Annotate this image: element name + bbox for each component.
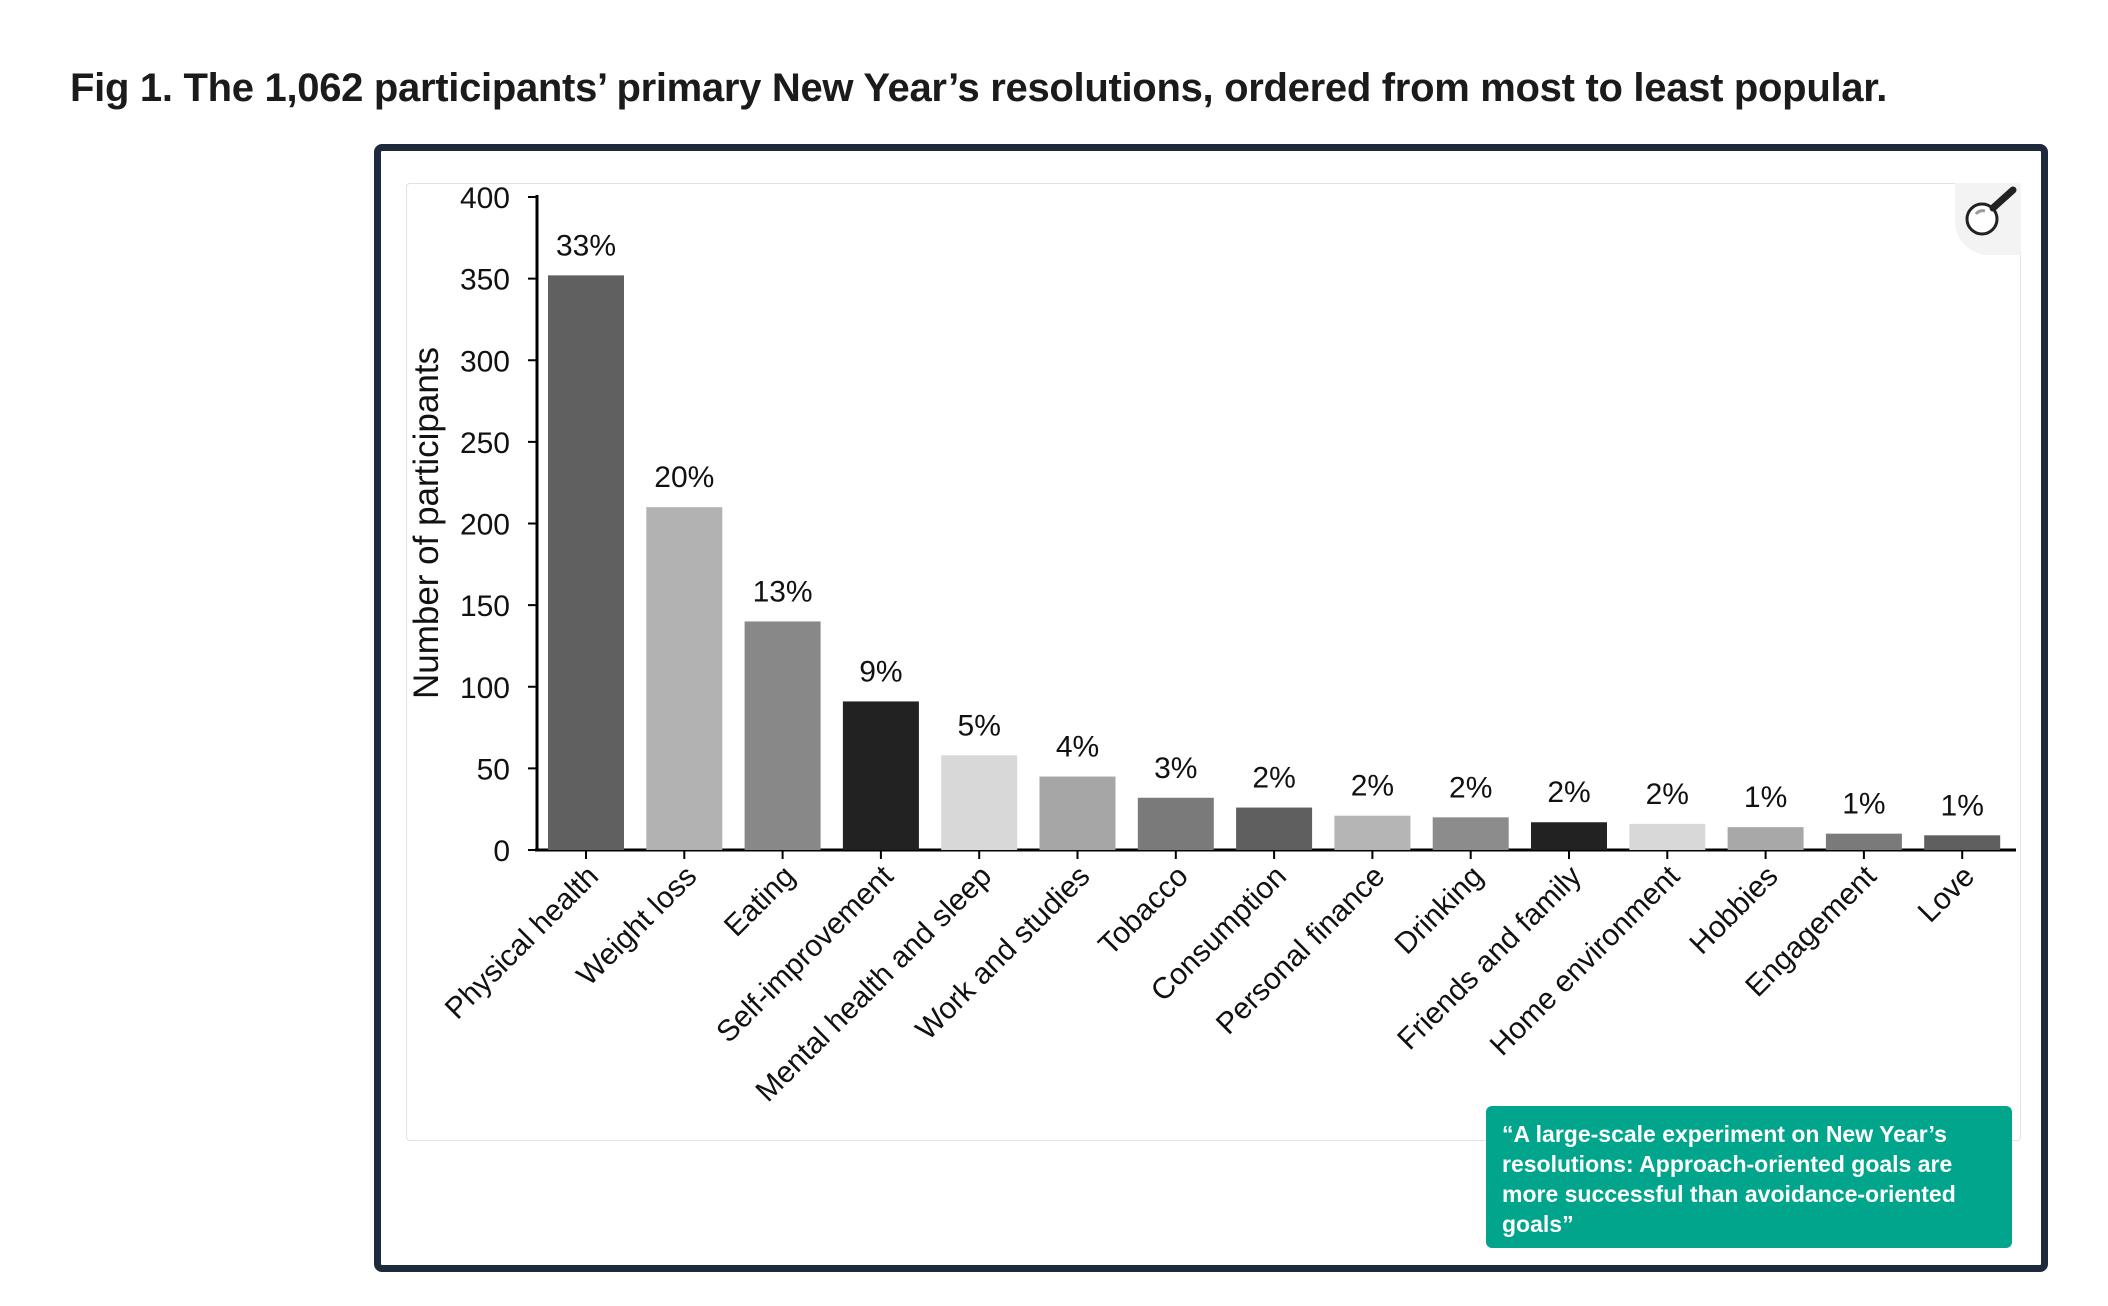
- x-tick-label: Love: [1912, 860, 1981, 929]
- y-tick-label: 100: [460, 672, 510, 705]
- y-tick-label: 400: [460, 182, 510, 215]
- bar-value-label: 2%: [1547, 776, 1590, 809]
- bar: [1039, 776, 1116, 850]
- zoom-button[interactable]: [1955, 183, 2021, 255]
- bar-value-label: 2%: [1449, 771, 1492, 804]
- y-tick-label: 250: [460, 427, 510, 460]
- x-tick-label: Work and studies: [910, 860, 1097, 1047]
- bar: [1825, 833, 1902, 850]
- bar-value-label: 9%: [859, 655, 902, 688]
- bar: [548, 275, 624, 850]
- y-tick-label: 50: [477, 753, 510, 786]
- bar: [1924, 835, 2001, 850]
- y-axis-label: Number of participants: [407, 347, 446, 699]
- bar-value-label: 3%: [1154, 752, 1197, 785]
- y-tick-label: 300: [460, 345, 510, 378]
- bar-value-label: 1%: [1744, 781, 1787, 814]
- figure-caption: Fig 1. The 1,062 participants’ primary N…: [70, 66, 1888, 110]
- x-tick-label: Hobbies: [1683, 860, 1784, 961]
- x-tick-label: Home environment: [1484, 859, 1687, 1062]
- bar: [1236, 807, 1313, 850]
- bar-value-label: 33%: [556, 229, 616, 262]
- bar: [1334, 815, 1411, 850]
- bar-value-label: 2%: [1351, 770, 1394, 803]
- bar: [646, 507, 723, 850]
- x-tick-label: Drinking: [1389, 860, 1490, 961]
- bar-value-label: 1%: [1941, 789, 1984, 822]
- x-tick-label: Physical health: [439, 860, 605, 1026]
- bar: [1629, 823, 1706, 850]
- bar-value-label: 5%: [958, 709, 1001, 742]
- bar-label-group: 33% 20% 13% 9% 5% 4% 3% 2% 2% 2% 2% 2% 1% 1% 1%: [556, 229, 1984, 822]
- x-tick-label: Friends and family: [1391, 860, 1588, 1057]
- y-tick-label: 150: [460, 590, 510, 623]
- bar-value-label: 1%: [1842, 788, 1885, 821]
- x-tick-label: Tobacco: [1092, 860, 1194, 962]
- y-tick-group: 0 50 100 150 200 250 300 350 400: [460, 182, 537, 868]
- bar-value-label: 20%: [654, 461, 714, 494]
- bar: [1531, 822, 1607, 850]
- bar-value-label: 13%: [753, 575, 813, 608]
- bar: [941, 755, 1018, 850]
- y-tick-label: 200: [460, 509, 510, 542]
- x-tick-label: Personal finance: [1210, 860, 1391, 1041]
- y-tick-label: 350: [460, 264, 510, 297]
- bar: [1137, 797, 1214, 850]
- bar-value-label: 4%: [1056, 731, 1099, 764]
- y-tick-label: 0: [493, 835, 510, 868]
- x-tick-label: Eating: [718, 860, 801, 943]
- bar-value-label: 2%: [1646, 778, 1689, 811]
- source-article-badge[interactable]: “A large-scale experiment on New Year’s …: [1486, 1106, 2012, 1248]
- bar: [744, 621, 821, 850]
- magnifier-icon: [1965, 186, 2017, 236]
- x-tick-label: Self-improvement: [710, 859, 900, 1049]
- bar: [842, 701, 919, 850]
- bar-group: [548, 275, 2001, 850]
- bar: [1727, 827, 1804, 850]
- bar-value-label: 2%: [1252, 762, 1295, 795]
- bar: [1432, 817, 1509, 850]
